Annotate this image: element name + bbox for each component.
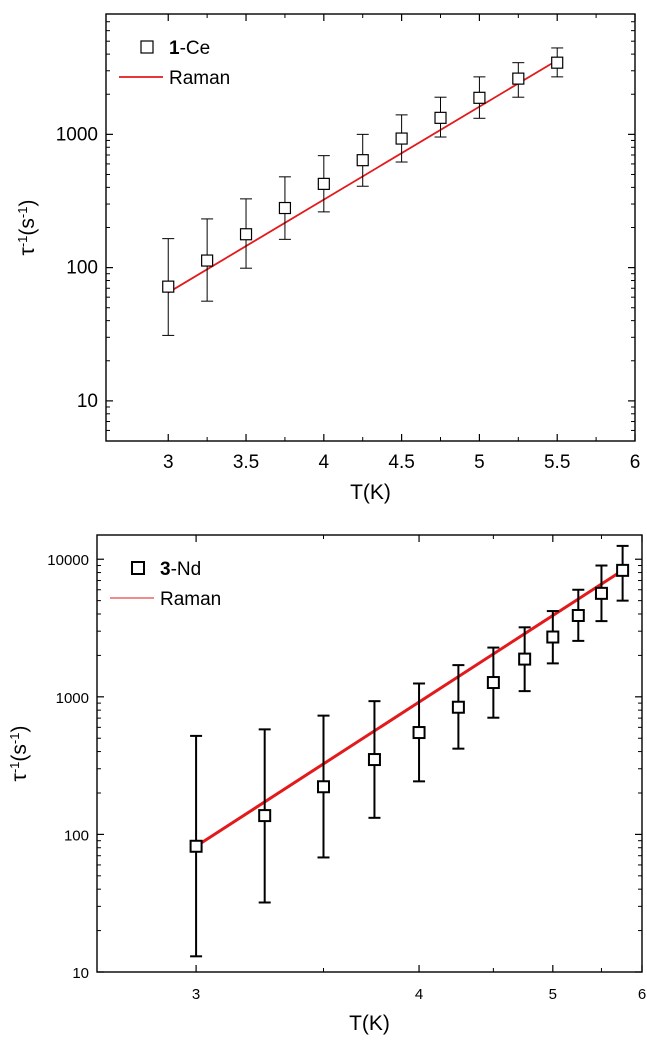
data-point [486,646,500,719]
legend-label-rest: -Ce [180,38,211,59]
y-label-sup: -1 [15,236,30,248]
data-point [518,626,532,693]
legend-square-icon [131,561,145,575]
data-marker-square [258,809,272,823]
data-marker-square [367,753,381,767]
data-marker-square [451,700,465,714]
data-marker-square [434,111,447,124]
x-tick-label: 3 [192,986,200,1003]
legend: 3-Nd Raman [110,559,221,610]
data-marker-square [317,177,330,190]
data-point [451,664,465,750]
y-label-unit: (s [16,218,39,236]
data-marker-square [395,132,408,145]
data-marker-square [551,56,564,69]
data-marker-square [594,586,608,600]
chart-panel-1-ce: 10 100 1000 3 3.5 4 4.5 5 5.5 6 T(K) τ-1(s-1) 1-Ce Ra… [0,0,647,520]
data-point [189,734,203,958]
y-label-sup: -1 [7,762,22,774]
y-label-close: ) [16,200,39,207]
y-label-tau: τ [16,246,39,255]
data-point [317,155,330,213]
legend-label-series: 3-Nd [160,559,201,580]
data-marker-square [239,228,253,241]
data-marker-square [278,201,292,215]
legend-label-bold: 3 [160,559,171,580]
data-point [367,700,381,819]
legend: 1-Ce Raman [119,38,230,89]
legend-label-raman: Raman [169,68,230,89]
x-tick-label: 3 [163,452,174,473]
data-point [356,133,369,187]
y-axis-label: τ-1(s-1) [7,726,32,782]
y-axis-label: τ-1(s-1) [15,200,40,256]
x-tick-label: 4 [415,986,423,1003]
x-axis-label: T(K) [349,1012,390,1035]
y-label-sup: -1 [15,207,30,219]
data-marker-square [473,91,486,104]
x-tick-label: 3.5 [233,452,259,473]
data-marker-square [316,780,330,794]
x-tick-label: 6 [638,986,646,1003]
data-point [395,114,408,163]
data-point [278,176,292,240]
data-marker-square [512,72,525,85]
legend-label-series: 1-Ce [169,38,210,59]
data-marker-square [189,839,203,853]
data-marker-square [616,563,630,577]
data-point [512,62,525,98]
data-point [616,544,630,602]
y-tick-label: 100 [64,827,89,844]
data-point [162,238,175,336]
y-tick-label: 1000 [56,690,89,707]
data-point [412,682,426,783]
y-tick-label: 10 [77,391,98,412]
raman-fit-line [195,569,624,848]
x-tick-label: 5 [549,986,557,1003]
y-tick-label: 1000 [56,124,98,145]
data-point [571,588,585,642]
y-label-close: ) [8,726,31,733]
x-tick-label: 6 [630,452,641,473]
y-tick-label: 100 [66,258,98,279]
data-marker-square [546,630,560,644]
legend-label-rest: -Nd [171,559,202,580]
y-label-sup: -1 [7,733,22,745]
y-tick-label: 10 [72,965,89,982]
data-point [594,564,608,623]
data-marker-square [356,154,369,167]
x-axis-label: T(K) [350,481,391,504]
data-marker-square [162,280,175,293]
chart-panel-3-nd: 10 100 1000 10000 3 4 5 6 T(K) τ-1(s-1) 3-Nd Raman [0,520,647,1042]
data-point [239,198,253,269]
data-point [473,76,486,119]
data-marker-square [201,254,214,267]
legend-label-bold: 1 [169,38,180,59]
y-label-unit: (s [8,744,31,762]
data-marker-square [518,652,532,666]
x-tick-label: 4 [319,452,330,473]
legend-label-raman: Raman [160,589,221,610]
data-point [201,218,214,302]
x-tick-label: 5.5 [544,452,570,473]
data-marker-square [412,726,426,740]
data-point [546,610,560,665]
y-tick-label: 10000 [47,552,89,569]
data-point [551,47,564,78]
data-point [434,96,447,138]
data-marker-square [571,608,585,622]
y-label-tau: τ [8,772,31,781]
data-point [258,728,272,904]
plot-frame [96,534,643,973]
data-point [316,714,330,859]
x-tick-label: 4.5 [388,452,414,473]
legend-square-icon [140,40,154,54]
data-marker-square [486,676,500,690]
x-tick-label: 5 [474,452,485,473]
